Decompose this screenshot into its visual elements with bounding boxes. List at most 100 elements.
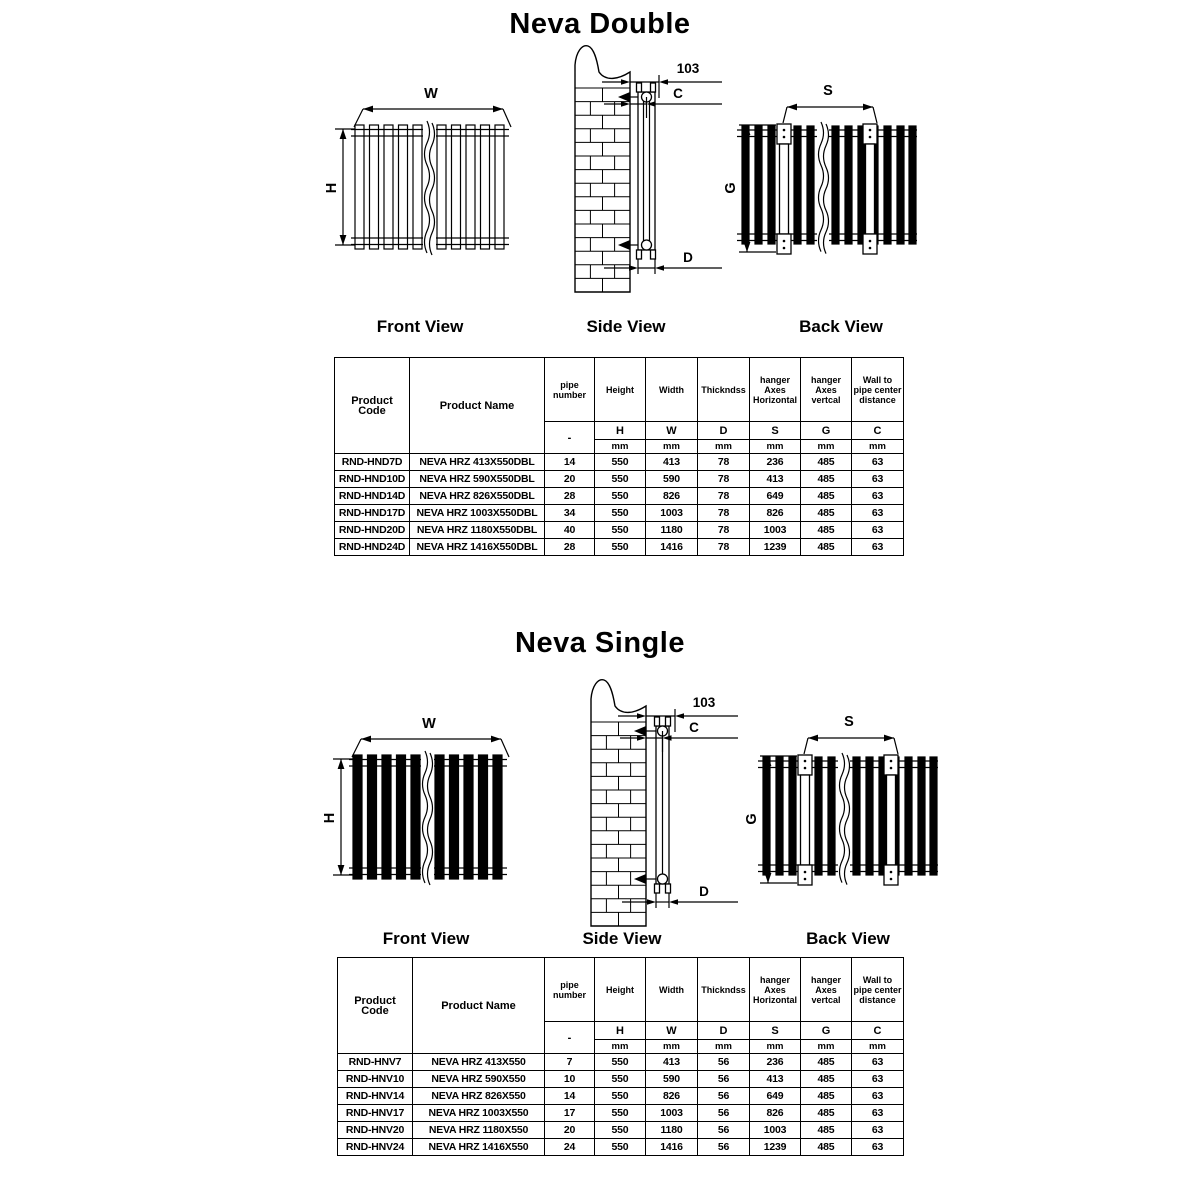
table-row: RND-HNV20 NEVA HRZ 1180X550 20 550 1180 56 100…	[337, 1121, 904, 1139]
hanger-bracket-right	[883, 754, 899, 886]
table-cell: 550	[594, 538, 646, 556]
table-row: RND-HND17D NEVA HRZ 1003X550DBL 34 550 1003 7…	[334, 504, 904, 522]
col-header-wall-to-pipe: Wall to pipe center distance	[851, 957, 904, 1022]
table-cell: 550	[594, 1138, 646, 1156]
brick-wall	[591, 721, 646, 927]
unit-cell: mm	[645, 1039, 698, 1054]
bracket-screw-holes	[782, 128, 872, 250]
table-cell: 550	[594, 470, 646, 488]
brick-wall	[575, 87, 630, 293]
dim-label-s: S	[844, 714, 854, 730]
back-view-drawing: S G	[744, 714, 938, 886]
table-cell: NEVA HRZ 1180X550	[412, 1121, 545, 1139]
table-cell: 550	[594, 1070, 646, 1088]
hanger-bracket-left	[797, 754, 813, 886]
table-cell: 413	[749, 1070, 801, 1088]
table-cell: 485	[800, 470, 852, 488]
table-cell: 826	[645, 1087, 698, 1105]
wall-hanger-bottom	[618, 239, 653, 251]
table-cell: 7	[544, 1053, 595, 1071]
col-header-hanger-vertical: hanger Axes vertcal	[800, 357, 852, 422]
side-view-drawing: 103 C D	[590, 679, 738, 927]
col-header-product-code: Product Code	[337, 957, 413, 1054]
table-cell: 485	[800, 1070, 852, 1088]
dim-label-g: G	[744, 813, 760, 824]
subheader-c: C	[851, 421, 904, 440]
table-cell: RND-HNV17	[337, 1104, 413, 1122]
table-cell: 550	[594, 1104, 646, 1122]
table-cell: NEVA HRZ 413X550DBL	[409, 453, 545, 471]
table-cell: RND-HND24D	[334, 538, 410, 556]
table-row: RND-HND24D NEVA HRZ 1416X550DBL 28 550 1416 7…	[334, 538, 904, 556]
double-spec-table: Product Code Product Name pipe number He…	[334, 357, 904, 556]
table-cell: 14	[544, 453, 595, 471]
table-cell: 485	[800, 1138, 852, 1156]
dim-label-d: D	[699, 884, 709, 899]
table-cell: NEVA HRZ 590X550DBL	[409, 470, 545, 488]
table-cell: 63	[851, 1121, 904, 1139]
table-cell: 56	[697, 1121, 750, 1139]
table-cell: 649	[749, 487, 801, 505]
subheader-s: S	[749, 421, 801, 440]
radiator-profile	[635, 82, 657, 260]
table-cell: NEVA HRZ 826X550	[412, 1087, 545, 1105]
table-row: RND-HNV10 NEVA HRZ 590X550 10 550 590 56 413 48…	[337, 1070, 904, 1088]
table-cell: 1003	[645, 1104, 698, 1122]
table-cell: 413	[645, 453, 698, 471]
table-cell: 485	[800, 521, 852, 539]
col-header-thickness: Thickndss	[697, 957, 750, 1022]
table-row: RND-HND7D NEVA HRZ 413X550DBL 14 550 413 78 23…	[334, 453, 904, 471]
table-cell: 56	[697, 1053, 750, 1071]
front-view-drawing: W H	[324, 86, 512, 256]
table-cell: 550	[594, 504, 646, 522]
dim-label-103: 103	[693, 695, 716, 710]
table-cell: 826	[645, 487, 698, 505]
table-cell: RND-HND10D	[334, 470, 410, 488]
col-header-hanger-vertical: hanger Axes vertcal	[800, 957, 852, 1022]
table-cell: 485	[800, 1104, 852, 1122]
table-cell: 63	[851, 504, 904, 522]
dim-label-d: D	[683, 250, 693, 265]
table-cell: 826	[749, 1104, 801, 1122]
subheader-d: D	[697, 421, 750, 440]
table-cell: 485	[800, 1053, 852, 1071]
bracket-screw-holes	[803, 759, 893, 881]
hanger-bracket-left	[776, 123, 792, 255]
table-cell: 485	[800, 538, 852, 556]
table-cell: 17	[544, 1104, 595, 1122]
table-cell: 10	[544, 1070, 595, 1088]
col-header-height: Height	[594, 357, 646, 422]
col-header-pipe-number: pipe number	[544, 957, 595, 1022]
col-header-height: Height	[594, 957, 646, 1022]
front-view-drawing: W H	[322, 716, 510, 886]
table-cell: 56	[697, 1087, 750, 1105]
table-row: RND-HNV24 NEVA HRZ 1416X550 24 550 1416 56 123…	[337, 1138, 904, 1156]
table-cell: 413	[749, 470, 801, 488]
table-cell: 1180	[645, 521, 698, 539]
subheader-dash: -	[544, 1021, 595, 1054]
table-cell: 78	[697, 504, 750, 522]
unit-cell: mm	[851, 1039, 904, 1054]
table-cell: 20	[544, 1121, 595, 1139]
table-cell: 1239	[749, 538, 801, 556]
table-cell: 78	[697, 470, 750, 488]
brick-wall-outline	[590, 679, 647, 927]
dim-label-g: G	[723, 182, 739, 193]
table-cell: RND-HND20D	[334, 521, 410, 539]
table-cell: NEVA HRZ 1003X550	[412, 1104, 545, 1122]
table-cell: 413	[645, 1053, 698, 1071]
table-cell: 550	[594, 1121, 646, 1139]
table-cell: 63	[851, 521, 904, 539]
side-view-label: Side View	[582, 929, 662, 948]
unit-cell: mm	[749, 439, 801, 454]
subheader-w: W	[645, 1021, 698, 1040]
unit-cell: mm	[594, 439, 646, 454]
dim-label-103: 103	[677, 61, 700, 76]
table-cell: 63	[851, 1053, 904, 1071]
table-cell: 78	[697, 538, 750, 556]
table-cell: 1239	[749, 1138, 801, 1156]
dim-label-h: H	[322, 813, 338, 823]
table-cell: 56	[697, 1104, 750, 1122]
table-cell: 236	[749, 453, 801, 471]
table-row: RND-HND10D NEVA HRZ 590X550DBL 20 550 590 78 4…	[334, 470, 904, 488]
